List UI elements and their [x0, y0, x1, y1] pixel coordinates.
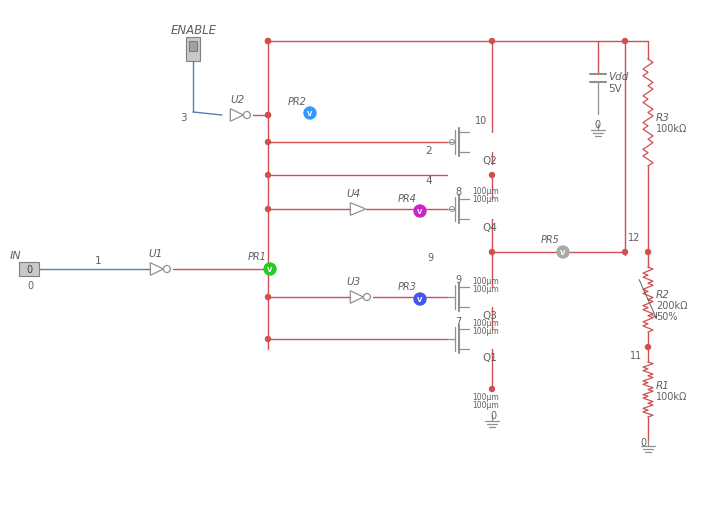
Text: 4: 4: [425, 176, 432, 186]
Circle shape: [265, 267, 270, 272]
Circle shape: [304, 108, 316, 120]
Circle shape: [490, 173, 495, 178]
Text: 100μm: 100μm: [472, 277, 499, 286]
Text: 100μm: 100μm: [472, 195, 499, 204]
Text: U3: U3: [346, 276, 360, 287]
Circle shape: [265, 173, 270, 178]
Circle shape: [265, 295, 270, 300]
Text: IN: IN: [10, 250, 21, 261]
Text: 100μm: 100μm: [472, 187, 499, 196]
Text: V: V: [561, 249, 566, 256]
Text: 7: 7: [455, 317, 461, 326]
Text: 0: 0: [594, 120, 600, 130]
Text: R2: R2: [656, 290, 670, 299]
Circle shape: [623, 250, 628, 255]
Text: 5V: 5V: [608, 84, 622, 94]
Text: 0: 0: [26, 265, 32, 274]
Text: Vdd: Vdd: [608, 72, 628, 82]
Text: 0: 0: [490, 410, 496, 420]
Text: R3: R3: [656, 113, 670, 123]
Circle shape: [414, 293, 426, 305]
Text: 100μm: 100μm: [472, 393, 499, 402]
Circle shape: [623, 39, 628, 44]
Text: 100kΩ: 100kΩ: [656, 391, 687, 401]
Text: 12: 12: [628, 233, 641, 242]
Circle shape: [265, 207, 270, 212]
Text: PR2: PR2: [288, 97, 307, 107]
Text: ENABLE: ENABLE: [171, 23, 217, 37]
FancyBboxPatch shape: [189, 42, 197, 52]
Text: PR4: PR4: [398, 193, 417, 204]
Text: R1: R1: [656, 380, 670, 390]
Text: V: V: [267, 267, 272, 272]
Text: V: V: [418, 209, 423, 215]
Text: 100μm: 100μm: [472, 327, 499, 336]
Text: U4: U4: [346, 189, 360, 199]
Circle shape: [265, 114, 270, 118]
Circle shape: [646, 250, 651, 255]
Circle shape: [265, 39, 270, 44]
Circle shape: [490, 250, 495, 255]
Circle shape: [265, 114, 270, 118]
Text: Q2: Q2: [482, 156, 497, 165]
Circle shape: [265, 39, 270, 44]
Text: 11: 11: [630, 350, 642, 360]
Circle shape: [490, 387, 495, 392]
Text: 100μm: 100μm: [472, 285, 499, 294]
Text: 3: 3: [180, 113, 187, 123]
Text: 9: 9: [455, 274, 461, 285]
Text: Q4: Q4: [482, 222, 497, 233]
Text: U1: U1: [148, 248, 162, 259]
Text: 8: 8: [455, 187, 461, 196]
Circle shape: [265, 337, 270, 342]
Circle shape: [264, 264, 276, 275]
Text: V: V: [307, 111, 312, 117]
Text: 2: 2: [425, 146, 432, 156]
Text: 100μm: 100μm: [472, 319, 499, 328]
Text: PR3: PR3: [398, 281, 417, 292]
Circle shape: [414, 206, 426, 217]
FancyBboxPatch shape: [186, 38, 200, 62]
Text: 200kΩ: 200kΩ: [656, 300, 688, 310]
Text: U2: U2: [230, 95, 245, 105]
Text: PR1: PR1: [248, 251, 267, 262]
Text: V: V: [418, 296, 423, 302]
Text: 50%: 50%: [656, 312, 678, 321]
Text: PR5: PR5: [541, 235, 560, 244]
Circle shape: [490, 39, 495, 44]
Text: 9: 9: [427, 252, 433, 263]
Text: 100μm: 100μm: [472, 401, 499, 410]
Text: 0: 0: [27, 280, 33, 291]
Circle shape: [557, 246, 569, 259]
Text: 100kΩ: 100kΩ: [656, 124, 687, 134]
Circle shape: [265, 140, 270, 145]
Text: Q3: Q3: [482, 310, 497, 320]
Circle shape: [646, 345, 651, 350]
Text: 1: 1: [95, 256, 102, 266]
Text: 0: 0: [640, 437, 646, 447]
FancyBboxPatch shape: [19, 263, 39, 276]
Text: Q1: Q1: [482, 352, 497, 362]
Text: 10: 10: [475, 116, 487, 126]
